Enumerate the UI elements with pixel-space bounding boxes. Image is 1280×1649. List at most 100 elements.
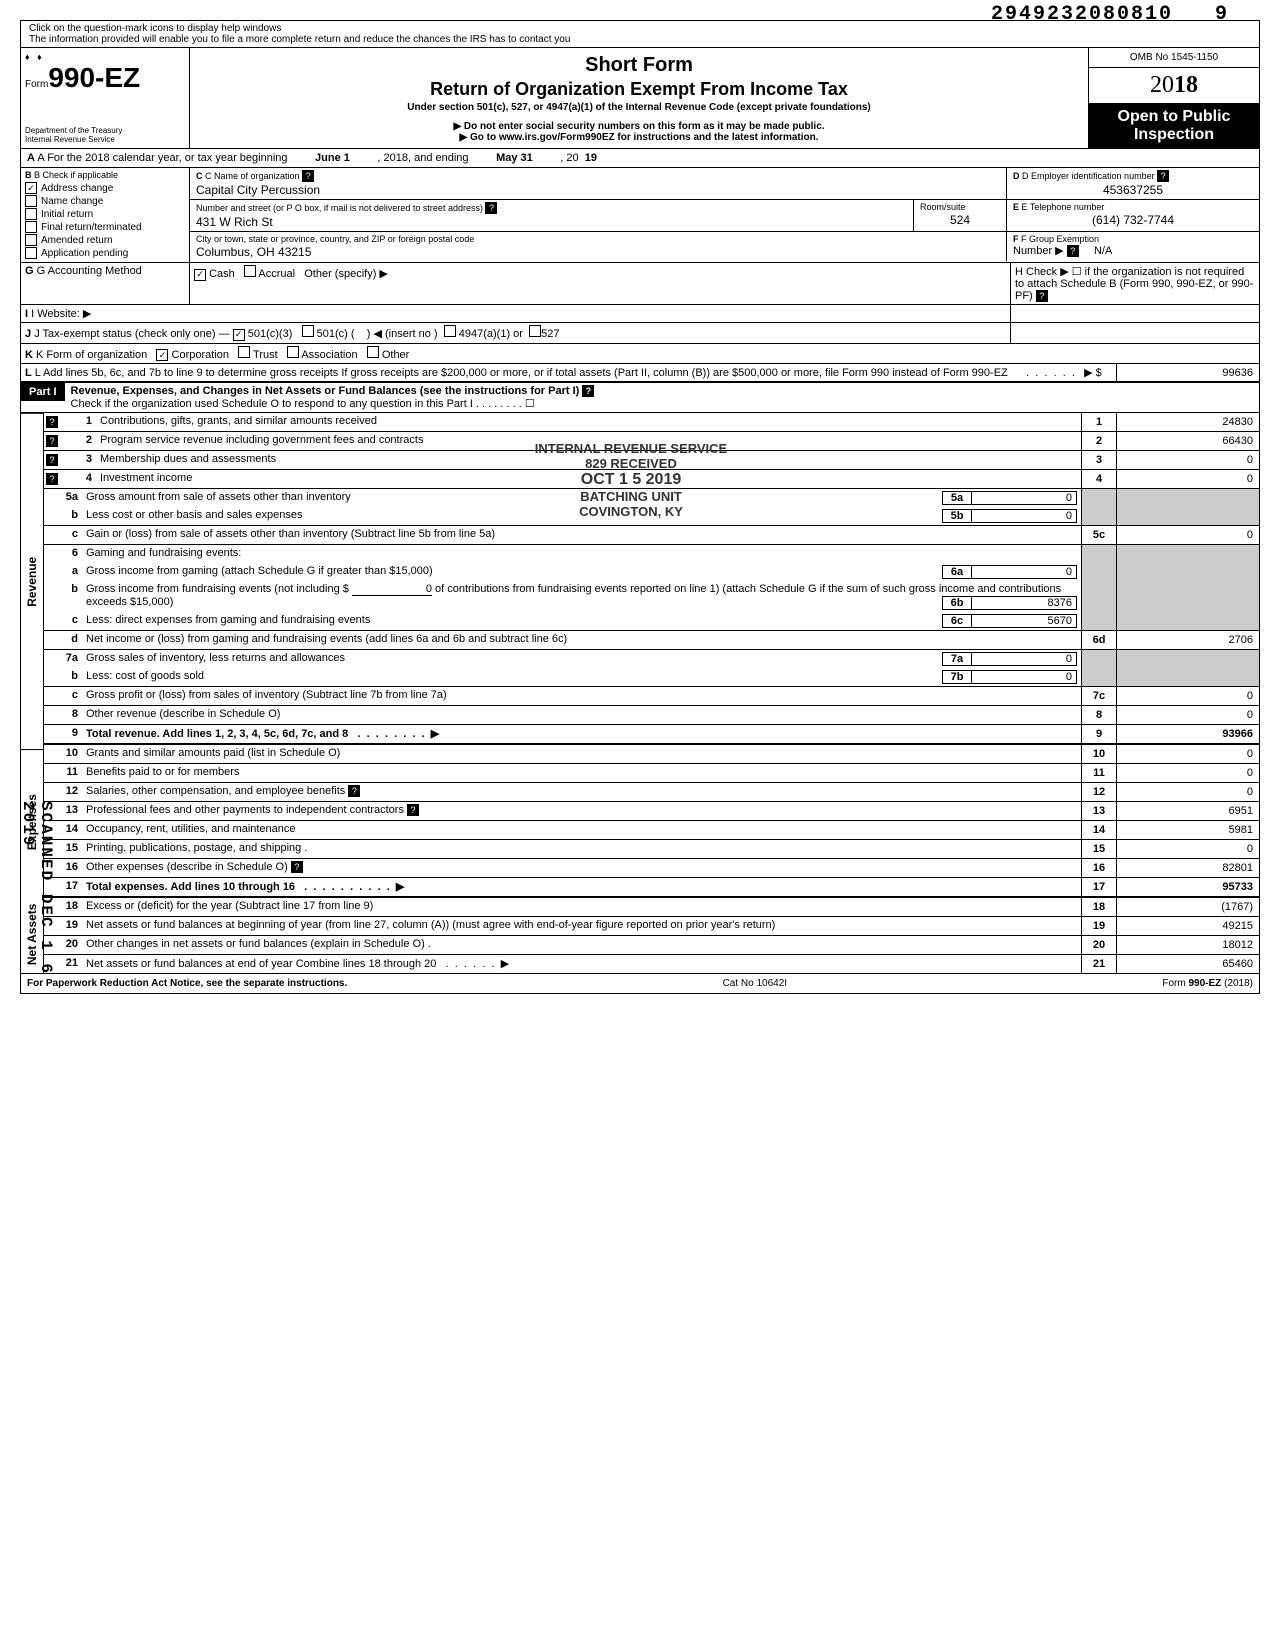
tax-year: 20201818 [1089, 68, 1259, 104]
checkbox-other-org[interactable] [367, 346, 379, 358]
section-h-text: H Check ▶ ☐ if the organization is not r… [1015, 266, 1253, 302]
header-left: ♦ ♦ Form990-EZ Department of the Treasur… [21, 48, 190, 148]
help-icon[interactable]: ? [407, 804, 419, 816]
line-5a: 5aGross amount from sale of assets other… [44, 488, 1259, 507]
line-17: 17Total expenses. Add lines 10 through 1… [44, 877, 1259, 896]
checkbox-amended[interactable]: Amended return [25, 234, 185, 246]
line-4: ? 4Investment income 40 [44, 469, 1259, 488]
line-9: 9Total revenue. Add lines 1, 2, 3, 4, 5c… [44, 724, 1259, 743]
line-11: 11Benefits paid to or for members 110 [44, 763, 1259, 782]
checkbox-application-pending[interactable]: Application pending [25, 247, 185, 259]
title-short-form: Short Form [198, 54, 1080, 77]
row-j-tax-status: J J Tax-exempt status (check only one) —… [21, 322, 1259, 343]
row-i-website: I I Website: ▶ [21, 304, 1259, 322]
line-13: 13Professional fees and other payments t… [44, 801, 1259, 820]
header-right: OMB No 1545-1150 20201818 Open to Public… [1089, 48, 1259, 148]
line-1: ? 1Contributions, gifts, grants, and sim… [44, 413, 1259, 431]
part-1-label: Part I [21, 383, 65, 401]
form-footer: For Paperwork Reduction Act Notice, see … [21, 973, 1259, 993]
line-6b: b Gross income from fundraising events (… [44, 581, 1259, 612]
line-20: 20Other changes in net assets or fund ba… [44, 935, 1259, 954]
dln-stamp: 2949232080810 9 [991, 3, 1229, 26]
street-address: 431 W Rich St [196, 214, 907, 229]
line-2: ? 2Program service revenue including gov… [44, 431, 1259, 450]
checkbox-accrual[interactable] [244, 265, 256, 277]
part-1-title: Revenue, Expenses, and Changes in Net As… [65, 383, 1259, 412]
subtitle: Under section 501(c), 527, or 4947(a)(1)… [198, 102, 1080, 113]
row-k-form-org: K K Form of organization Corporation Tru… [21, 343, 1259, 364]
ein: 453637255 [1013, 182, 1253, 197]
help-icon[interactable]: ? [582, 385, 594, 397]
open-public: Open to PublicInspection [1089, 104, 1259, 148]
catalog-number: Cat No 10642I [723, 978, 788, 989]
form-id-footer: Form 990-EZ (2018) [1162, 978, 1253, 989]
part-1-header: Part I Revenue, Expenses, and Changes in… [21, 381, 1259, 412]
form-container: 2949232080810 9 Click on the question-ma… [20, 20, 1260, 994]
row-l-gross-receipts: L L Add lines 5b, 6c, and 7b to line 9 t… [21, 363, 1259, 381]
row-g-h: G G Accounting Method Cash Accrual Other… [21, 262, 1259, 304]
part-1-lines: Revenue Expenses Net Assets ? 1Contribut… [21, 412, 1259, 973]
entity-info-section: B B Check if applicable Address change N… [21, 167, 1259, 262]
group-exemption: N/A [1094, 245, 1112, 257]
checkbox-address-change[interactable]: Address change [25, 182, 185, 194]
help-icon[interactable]: ? [46, 435, 58, 447]
line-7b: bLess: cost of goods sold 7b0 [44, 668, 1259, 686]
checkbox-527[interactable] [529, 325, 541, 337]
line-10: 10Grants and similar amounts paid (list … [44, 743, 1259, 763]
header-center: Short Form Return of Organization Exempt… [190, 48, 1089, 148]
checkbox-name-change[interactable]: Name change [25, 195, 185, 207]
line-5b: bLess cost or other basis and sales expe… [44, 507, 1259, 525]
line-6c: cLess: direct expenses from gaming and f… [44, 612, 1259, 630]
line-6: 6Gaming and fundraising events: [44, 544, 1259, 563]
form-header: ♦ ♦ Form990-EZ Department of the Treasur… [21, 47, 1259, 148]
line-l-value: 99636 [1116, 364, 1259, 381]
line-8: 8Other revenue (describe in Schedule O) … [44, 705, 1259, 724]
help-icon[interactable]: ? [291, 861, 303, 873]
checkbox-trust[interactable] [238, 346, 250, 358]
section-b-checkboxes: B B Check if applicable Address change N… [21, 168, 190, 262]
line-5c: cGain or (loss) from sale of assets othe… [44, 525, 1259, 544]
line-19: 19Net assets or fund balances at beginni… [44, 916, 1259, 935]
org-info: C C Name of organization ? Capital City … [190, 168, 1259, 262]
line-12: 12Salaries, other compensation, and empl… [44, 782, 1259, 801]
line-3: ? 3Membership dues and assessments 30 [44, 450, 1259, 469]
side-label-revenue: Revenue [21, 413, 43, 749]
help-icon[interactable]: ? [46, 473, 58, 485]
help-icon[interactable]: ? [1157, 170, 1169, 182]
line-a-tax-year: A A For the 2018 calendar year, or tax y… [21, 148, 1259, 167]
omb-number: OMB No 1545-1150 [1089, 48, 1259, 68]
help-icon[interactable]: ? [1036, 290, 1048, 302]
line-7a: 7aGross sales of inventory, less returns… [44, 649, 1259, 668]
form-number: Form990-EZ [25, 62, 185, 94]
help-icon[interactable]: ? [46, 416, 58, 428]
checkbox-4947[interactable] [444, 325, 456, 337]
note-url: ▶ Go to www.irs.gov/Form990EZ for instru… [198, 132, 1080, 143]
line-16: 16Other expenses (describe in Schedule O… [44, 858, 1259, 877]
line-6d: dNet income or (loss) from gaming and fu… [44, 630, 1259, 649]
telephone: (614) 732-7744 [1013, 212, 1253, 227]
city-state-zip: Columbus, OH 43215 [196, 244, 1000, 259]
scanned-stamp: SCANNED DEC 1 6 2019 [19, 801, 55, 993]
line-15: 15Printing, publications, postage, and s… [44, 839, 1259, 858]
line-18: 18Excess or (deficit) for the year (Subt… [44, 896, 1259, 916]
line-14: 14Occupancy, rent, utilities, and mainte… [44, 820, 1259, 839]
help-icon[interactable]: ? [1067, 245, 1079, 257]
help-icon[interactable]: ? [348, 785, 360, 797]
org-name: Capital City Percussion [196, 182, 1000, 197]
checkbox-cash[interactable] [194, 269, 206, 281]
paperwork-notice: For Paperwork Reduction Act Notice, see … [27, 978, 347, 989]
help-icon[interactable]: ? [485, 202, 497, 214]
line-21: 21Net assets or fund balances at end of … [44, 954, 1259, 973]
help-icon[interactable]: ? [46, 454, 58, 466]
line-6a: aGross income from gaming (attach Schedu… [44, 563, 1259, 581]
note-ssn: ▶ Do not enter social security numbers o… [198, 121, 1080, 132]
line-7c: cGross profit or (loss) from sales of in… [44, 686, 1259, 705]
checkbox-501c3[interactable] [233, 329, 245, 341]
checkbox-initial-return[interactable]: Initial return [25, 208, 185, 220]
checkbox-corporation[interactable] [156, 349, 168, 361]
title-return: Return of Organization Exempt From Incom… [198, 79, 1080, 100]
checkbox-final-return[interactable]: Final return/terminated [25, 221, 185, 233]
help-icon[interactable]: ? [302, 170, 314, 182]
checkbox-association[interactable] [287, 346, 299, 358]
checkbox-501c[interactable] [302, 325, 314, 337]
